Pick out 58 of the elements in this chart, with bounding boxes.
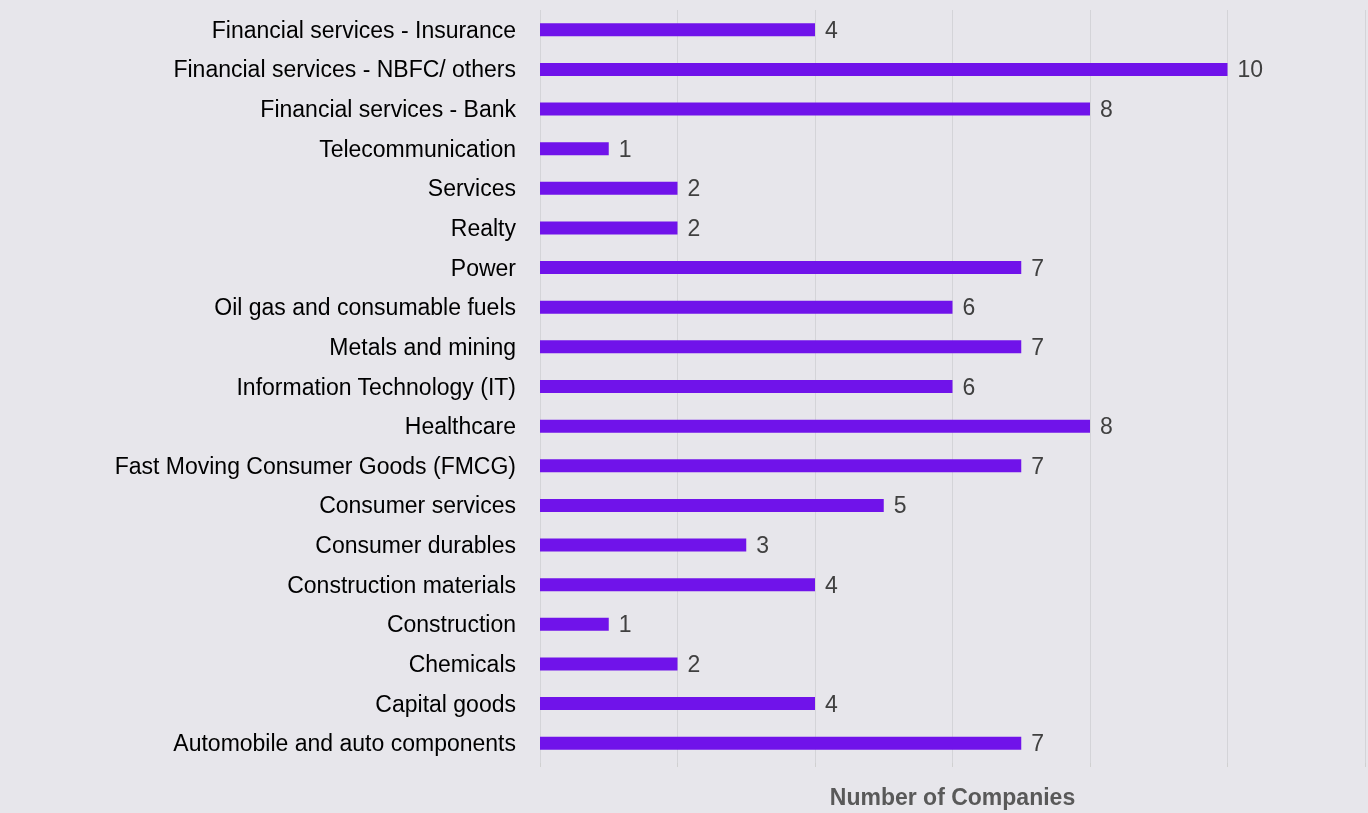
y-tick-label: Chemicals <box>408 650 516 677</box>
y-tick-label: Construction <box>386 611 516 638</box>
bar <box>540 459 1022 473</box>
y-tick-label: Construction materials <box>287 571 516 598</box>
bar <box>540 261 1022 275</box>
bar <box>540 736 1022 750</box>
data-label: 5 <box>893 492 907 519</box>
data-label: 4 <box>825 16 838 43</box>
y-tick-label: Services <box>427 175 516 202</box>
y-tick-label: Financial services - Bank <box>260 96 517 123</box>
y-tick-label: Consumer durables <box>315 532 516 559</box>
y-tick-label: Information Technology (IT) <box>236 373 516 400</box>
y-tick-label: Capital goods <box>375 690 516 717</box>
data-label: 2 <box>687 175 701 202</box>
bar <box>540 221 678 235</box>
bar <box>540 538 747 552</box>
y-tick-label: Consumer services <box>319 492 516 519</box>
data-label: 3 <box>756 532 770 559</box>
y-tick-label: Power <box>450 254 517 281</box>
y-tick-label: Financial services - Insurance <box>211 16 516 43</box>
y-tick-label: Healthcare <box>404 413 516 440</box>
data-label: 1 <box>618 135 632 162</box>
data-label: 7 <box>1031 333 1045 360</box>
data-label: 2 <box>687 214 701 241</box>
bar <box>540 23 815 37</box>
data-label: 8 <box>1100 413 1113 440</box>
data-label: 2 <box>687 650 701 677</box>
bar <box>540 300 953 314</box>
bar <box>540 617 609 631</box>
data-label: 6 <box>962 373 976 400</box>
bar <box>540 142 609 156</box>
y-tick-label: Financial services - NBFC/ others <box>173 56 516 83</box>
y-tick-label: Oil gas and consumable fuels <box>214 294 516 321</box>
data-label: 1 <box>618 611 632 638</box>
bar <box>540 102 1090 116</box>
bar <box>540 62 1228 76</box>
bar <box>540 578 815 592</box>
data-label: 6 <box>962 294 976 321</box>
bar <box>540 498 884 512</box>
data-label: 7 <box>1031 730 1045 757</box>
y-tick-label: Fast Moving Consumer Goods (FMCG) <box>114 452 516 479</box>
bar <box>540 181 678 195</box>
data-label: 10 <box>1237 56 1264 83</box>
data-label: 7 <box>1031 452 1045 479</box>
data-label: 4 <box>825 690 838 717</box>
bar <box>540 340 1022 354</box>
y-tick-label: Realty <box>450 214 517 241</box>
bar <box>540 380 953 393</box>
bar <box>540 657 678 671</box>
data-label: 8 <box>1100 96 1113 123</box>
bar <box>540 419 1090 433</box>
data-label: 7 <box>1031 254 1045 281</box>
y-tick-label: Telecommunication <box>319 135 516 162</box>
data-label: 4 <box>825 571 838 598</box>
y-tick-label: Automobile and auto components <box>173 730 516 757</box>
y-tick-label: Metals and mining <box>329 333 516 360</box>
x-axis-title: Number of Companies <box>829 783 1076 810</box>
bar <box>540 697 815 711</box>
